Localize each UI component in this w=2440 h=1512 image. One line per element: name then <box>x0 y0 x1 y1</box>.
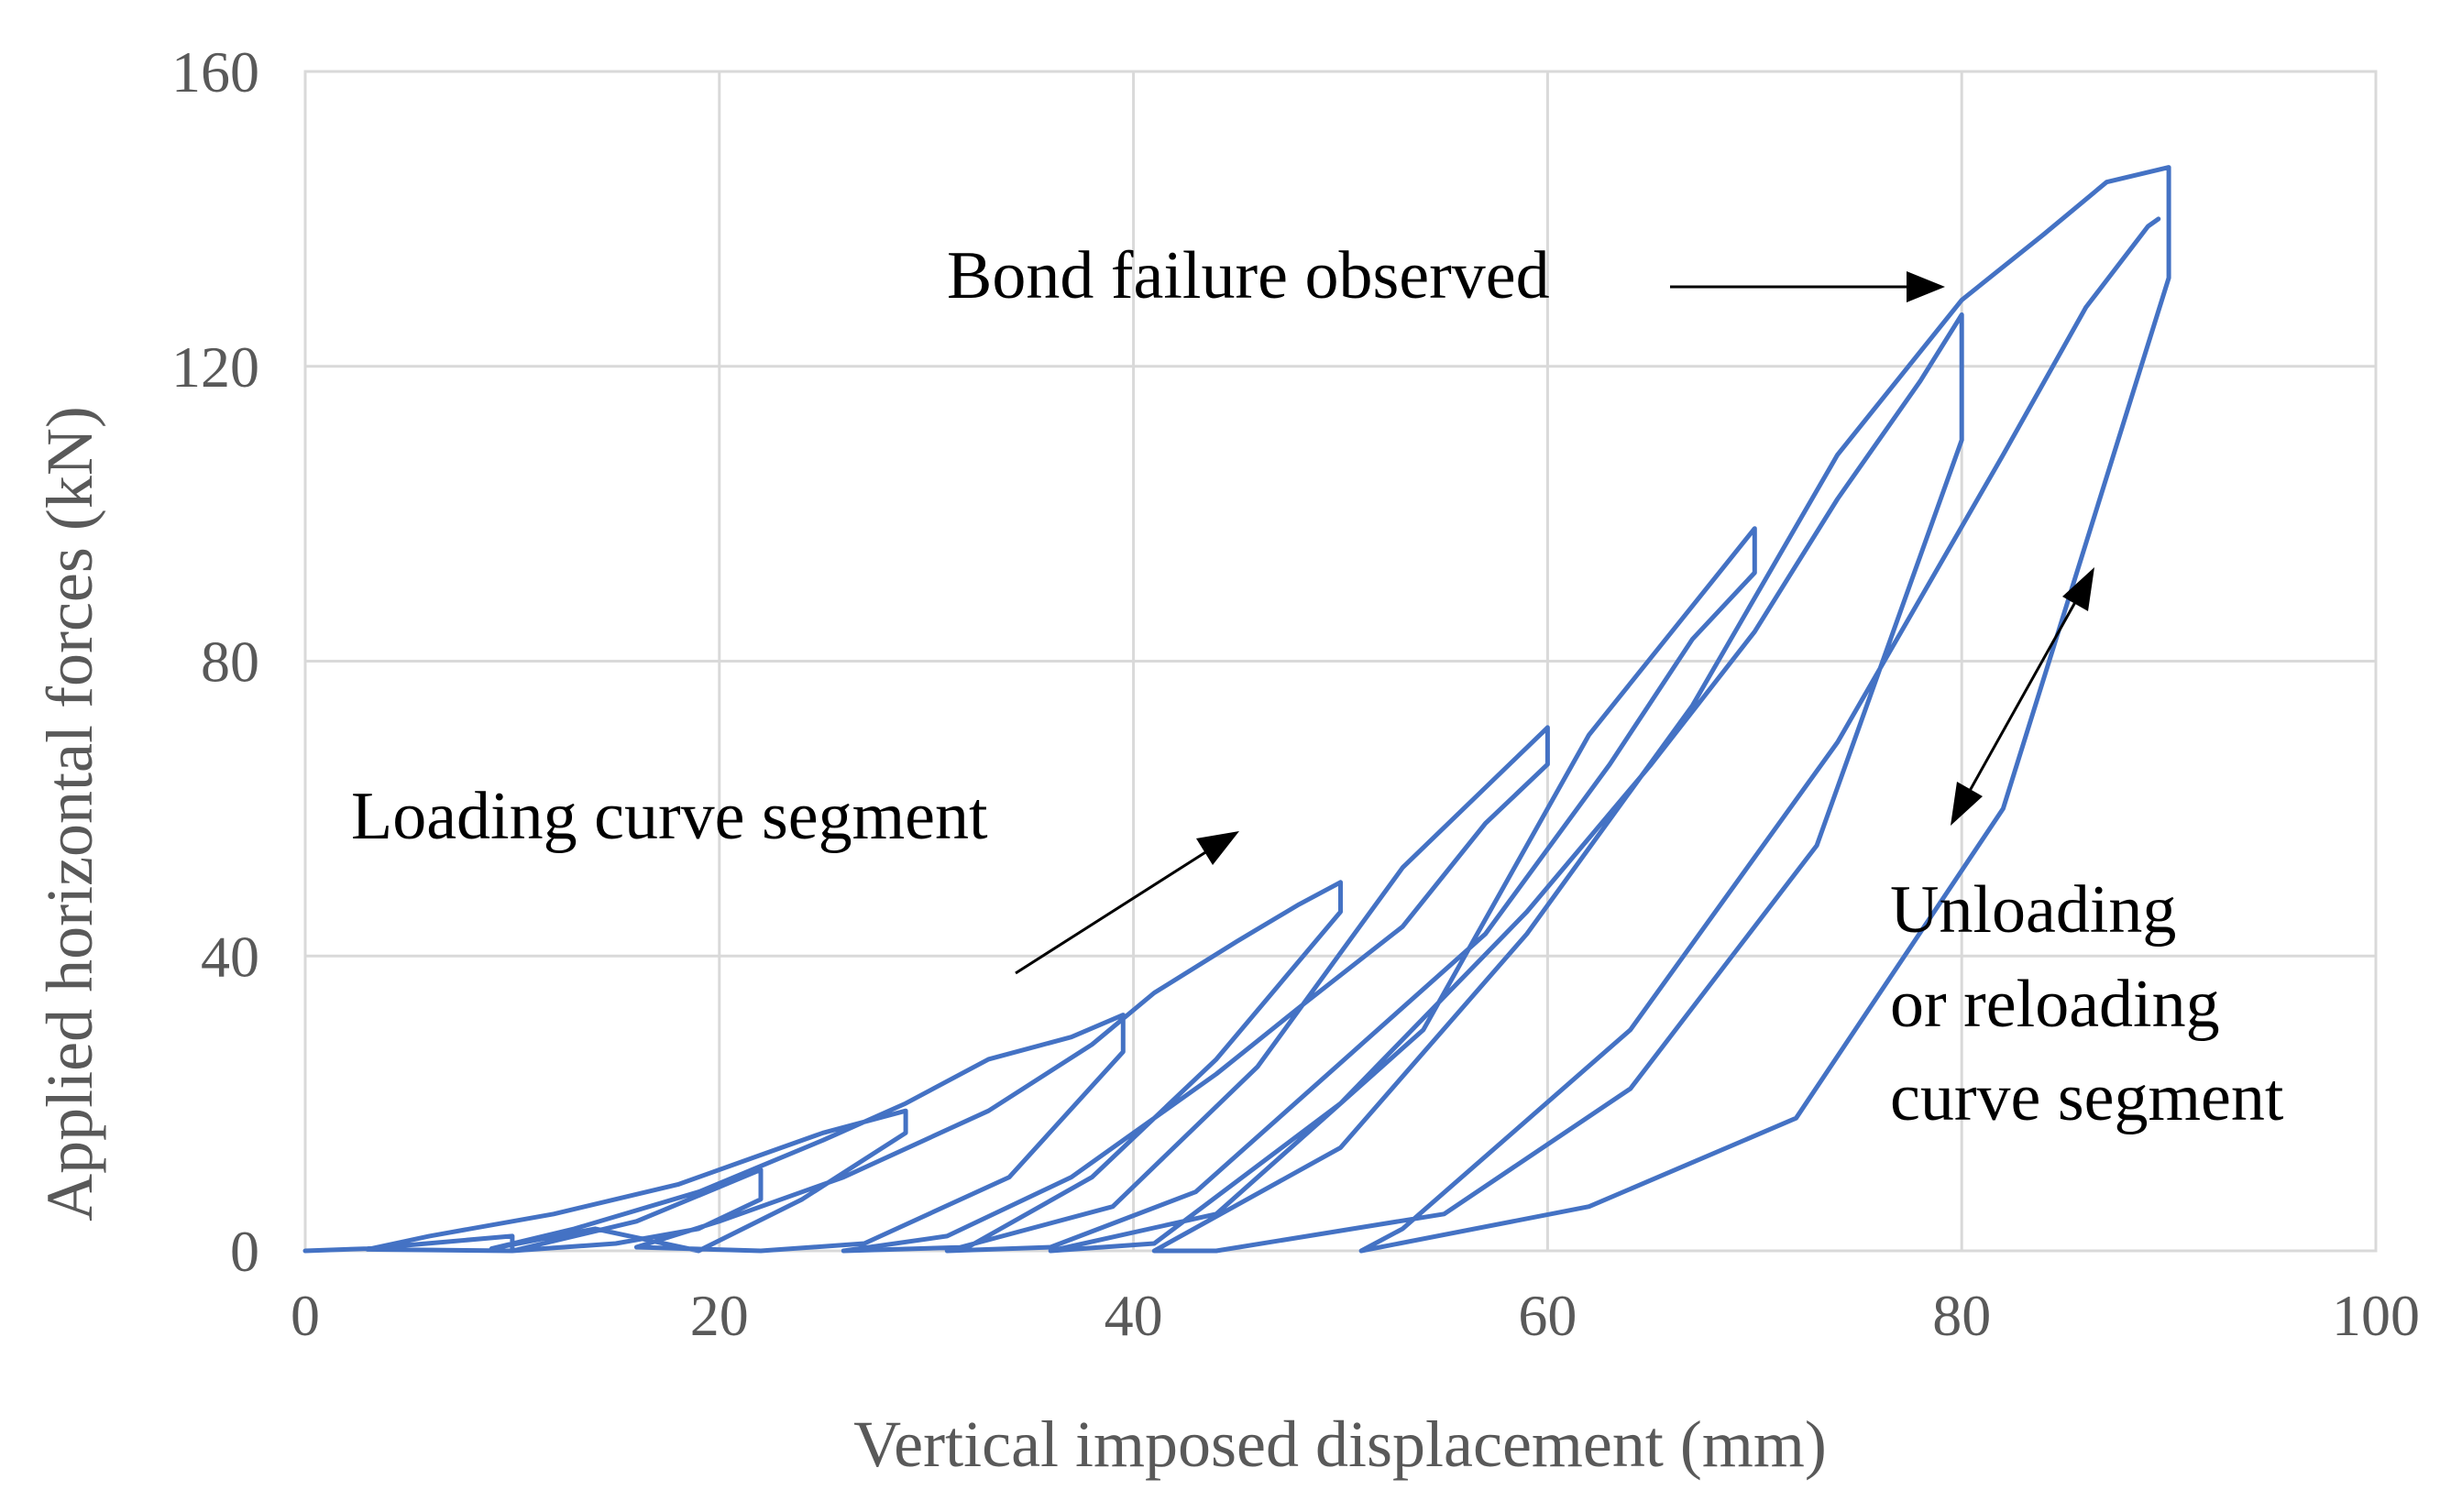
x-tick-label: 80 <box>1932 1283 1991 1348</box>
arrowhead-unloading-down <box>1951 782 1983 826</box>
annotation-unloading-line3: curve segment <box>1890 1060 2284 1135</box>
y-tick-label: 120 <box>171 334 259 400</box>
tick-labels: 0 20 40 60 80 100 0 40 80 120 160 <box>171 39 2420 1348</box>
x-tick-label: 40 <box>1105 1283 1163 1348</box>
x-tick-label: 100 <box>2332 1283 2420 1348</box>
arrowhead-bond-failure <box>1907 271 1945 302</box>
annotation-unloading-line2: or reloading <box>1890 967 2220 1042</box>
series-layer <box>302 165 2171 1254</box>
x-axis-title: Vertical imposed displacement (mm) <box>853 1408 1827 1481</box>
x-tick-label: 20 <box>690 1283 749 1348</box>
arrowhead-unloading-up <box>2062 567 2094 611</box>
y-tick-label: 80 <box>201 630 259 695</box>
annotation-bond-failure: Bond failure observed <box>947 238 1550 313</box>
arrow-unloading <box>1964 595 2081 798</box>
x-tick-label: 60 <box>1518 1283 1577 1348</box>
y-axis-title: Applied horizontal forces (kN) <box>33 406 106 1222</box>
y-tick-label: 40 <box>201 924 259 989</box>
arrowhead-loading <box>1196 831 1239 865</box>
annotation-loading: Loading curve segment <box>351 779 988 854</box>
y-tick-label: 0 <box>230 1219 259 1284</box>
series-line <box>302 165 2171 1254</box>
plot-area-frame <box>303 70 2378 1253</box>
y-tick-label: 160 <box>171 39 259 104</box>
arrow-loading <box>1015 848 1211 975</box>
annotation-unloading-line1: Unloading <box>1890 872 2176 948</box>
x-tick-label: 0 <box>291 1283 320 1348</box>
